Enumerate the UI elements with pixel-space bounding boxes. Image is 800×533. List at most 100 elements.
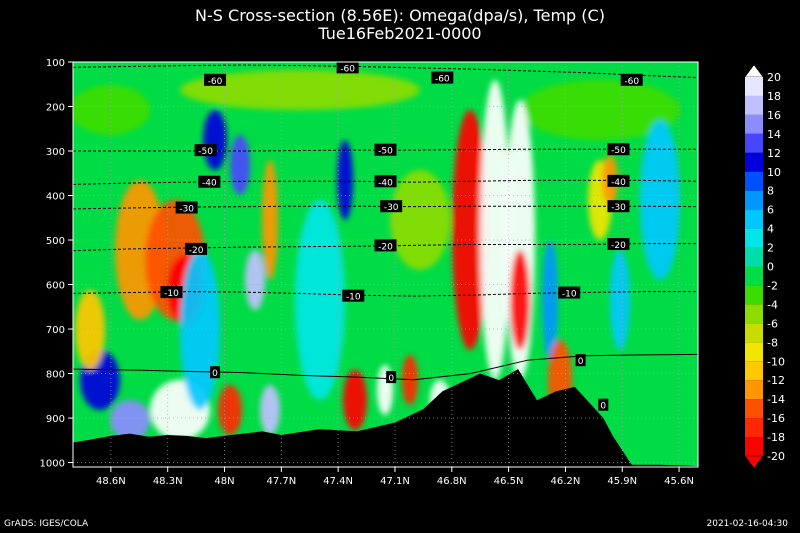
colorbar-label: 16 xyxy=(767,109,781,122)
colorbar: 20181614121086420-2-4-6-8-10-12-14-16-18… xyxy=(744,64,785,469)
colorbar-label: -6 xyxy=(767,317,778,330)
contour-label: -30 xyxy=(611,203,626,213)
colorbar-label: 18 xyxy=(767,90,781,103)
terrain xyxy=(73,369,698,467)
colorbar-segment xyxy=(745,209,763,229)
contour-label: -10 xyxy=(346,293,361,303)
contour-label: 0 xyxy=(578,357,584,367)
field-blob xyxy=(610,250,630,350)
y-tick-label: 700 xyxy=(46,325,65,336)
y-tick-label: 100 xyxy=(46,58,65,69)
contour-label: -50 xyxy=(611,146,626,156)
colorbar-bottom-arrow xyxy=(744,455,764,469)
contour-label: -30 xyxy=(384,203,399,213)
y-tick-label: 300 xyxy=(46,147,65,158)
colorbar-segment xyxy=(745,361,763,381)
y-tick-label: 500 xyxy=(46,236,65,247)
field-blob xyxy=(640,120,680,280)
temp-contour-line xyxy=(73,353,698,381)
x-tick-label: 46.2N xyxy=(551,476,581,487)
contour-label-bg xyxy=(374,239,397,252)
colorbar-label: -12 xyxy=(767,374,785,387)
field-blob xyxy=(75,290,105,370)
contour-label-bg xyxy=(558,286,581,299)
field-blob xyxy=(218,385,242,435)
contour-label: 0 xyxy=(388,374,394,384)
x-tick-label: 48N xyxy=(214,476,234,487)
field-blob xyxy=(510,250,530,350)
contour-label: -10 xyxy=(562,290,577,300)
field-blob xyxy=(180,70,420,110)
field-blob xyxy=(260,385,280,435)
contour-label: -40 xyxy=(202,179,217,189)
contour-label-bg xyxy=(575,354,586,367)
x-tick-label: 45.9N xyxy=(607,476,637,487)
contour-label: -60 xyxy=(435,75,450,85)
contour-label-bg xyxy=(386,371,397,384)
contour-label: -20 xyxy=(378,242,393,252)
colorbar-label: 4 xyxy=(767,223,774,236)
contour-label: -50 xyxy=(378,147,393,157)
contour-label: 0 xyxy=(212,369,218,379)
colorbar-segment xyxy=(745,437,763,456)
y-tick-label: 600 xyxy=(46,281,65,292)
colorbar-label: 8 xyxy=(767,185,774,198)
x-tick-label: 45.6N xyxy=(664,476,694,487)
footer-timestamp: 2021-02-16-04:30 xyxy=(706,519,789,529)
colorbar-label: 12 xyxy=(767,147,781,160)
contour-label: -50 xyxy=(198,147,213,157)
colorbar-segment xyxy=(745,133,763,153)
x-tick-label: 46.5N xyxy=(494,476,524,487)
contour-label-bg xyxy=(175,201,198,214)
colorbar-segment xyxy=(745,304,763,324)
colorbar-label: -2 xyxy=(767,279,778,292)
colorbar-label: 6 xyxy=(767,204,774,217)
contour-label-bg xyxy=(620,73,643,86)
contour-label-bg xyxy=(607,200,630,213)
temp-contour-line xyxy=(73,64,698,79)
colorbar-segment xyxy=(745,114,763,134)
contour-label: 0 xyxy=(600,402,606,412)
colorbar-label: 2 xyxy=(767,242,774,255)
contour-label-bg xyxy=(431,71,454,84)
field-blob xyxy=(203,110,227,170)
contour-label-bg xyxy=(342,289,365,302)
contour-label: -40 xyxy=(378,178,393,188)
grid-lines xyxy=(73,62,698,467)
colorbar-label: -20 xyxy=(767,450,785,463)
colorbar-segment xyxy=(745,190,763,210)
colorbar-label: 14 xyxy=(767,128,781,141)
colorbar-label: 20 xyxy=(767,71,781,84)
contour-label: -60 xyxy=(208,77,223,87)
colorbar-label: 10 xyxy=(767,166,781,179)
x-tick-label: 47.4N xyxy=(323,476,353,487)
x-tick-label: 46.8N xyxy=(437,476,467,487)
contour-label: -20 xyxy=(189,246,204,256)
x-tick-label: 48.6N xyxy=(96,476,126,487)
field-blob xyxy=(390,170,450,270)
contour-label: -20 xyxy=(611,241,626,251)
field-blob xyxy=(73,85,150,135)
contour-label-bg xyxy=(598,398,609,411)
colorbar-label: 0 xyxy=(767,261,774,274)
colorbar-top-arrow xyxy=(744,64,764,78)
colorbar-segment xyxy=(745,77,763,96)
colorbar-label: -18 xyxy=(767,431,785,444)
colorbar-segment xyxy=(745,152,763,172)
colorbar-segment xyxy=(745,399,763,419)
contour-label-bg xyxy=(336,61,359,74)
colorbar-label: -14 xyxy=(767,393,785,406)
colorbar-label: -10 xyxy=(767,355,785,368)
omega-field xyxy=(73,62,698,467)
x-tick-label: 47.7N xyxy=(266,476,296,487)
contour-label-bg xyxy=(374,175,397,188)
colorbar-segment xyxy=(745,266,763,286)
field-blob xyxy=(337,140,353,220)
colorbar-segment xyxy=(745,342,763,362)
colorbar-segment xyxy=(745,418,763,438)
field-blob xyxy=(180,250,220,410)
field-blob xyxy=(262,160,278,280)
temp-contour-line xyxy=(73,291,698,297)
contour-label-bg xyxy=(380,200,403,213)
chart-title: N-S Cross-section (8.56E): Omega(dpa/s),… xyxy=(195,6,605,25)
